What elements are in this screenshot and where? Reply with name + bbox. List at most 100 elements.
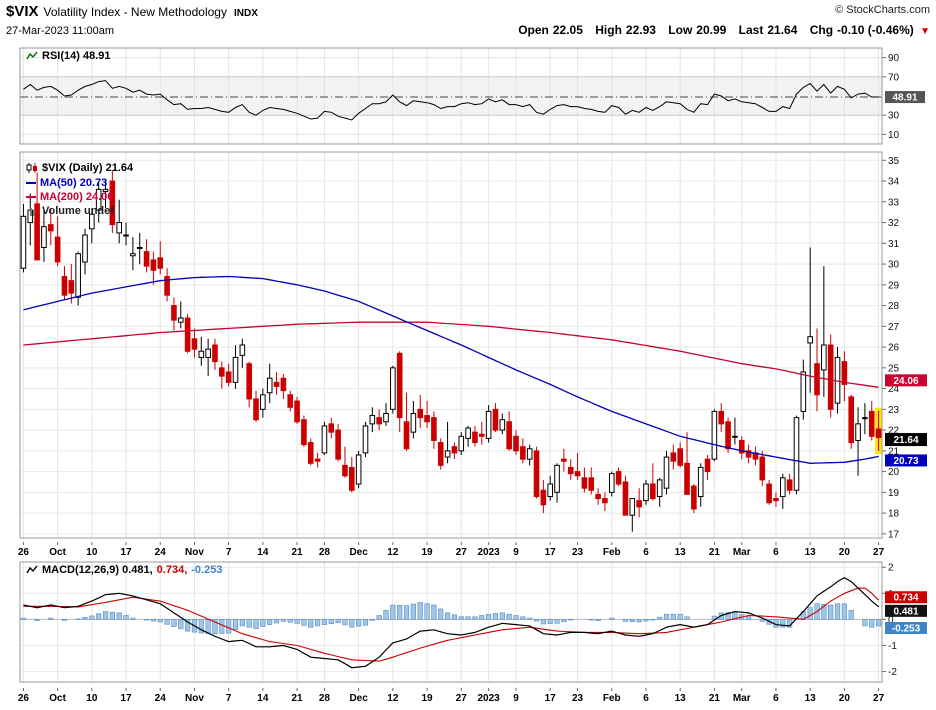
- svg-text:26: 26: [18, 547, 30, 558]
- x-axis-labels-price: 26 Oct 10 17 24 Nov 7 14 21 28 Dec 12 19 27 2023 9 17 23 F…: [18, 542, 885, 558]
- svg-text:26: 26: [18, 693, 30, 704]
- price-legend: $VIX (Daily) 21.64: [26, 162, 133, 174]
- svg-text:2023: 2023: [478, 547, 501, 558]
- price-panel: 35 34 33 32 31 30 29 28 27 26 25 24 23 22 21 20 19 18 17 24…: [19, 151, 927, 540]
- svg-text:23: 23: [572, 547, 584, 558]
- svg-text:-2: -2: [888, 667, 897, 678]
- svg-text:Nov: Nov: [185, 547, 204, 558]
- ma50-label: MA(50) 20.73: [40, 177, 108, 189]
- svg-text:19: 19: [421, 693, 433, 704]
- svg-text:9: 9: [513, 547, 519, 558]
- svg-text:31: 31: [888, 239, 900, 250]
- svg-text:24: 24: [888, 384, 900, 395]
- ma50-line: [23, 275, 879, 464]
- svg-text:28: 28: [319, 547, 331, 558]
- rsi-indicator-icon: [26, 51, 38, 60]
- open-label: Open: [518, 23, 549, 37]
- svg-text:7: 7: [226, 693, 232, 704]
- svg-text:24: 24: [155, 547, 167, 558]
- svg-text:27: 27: [888, 322, 900, 333]
- macd-indicator-icon: [26, 565, 38, 574]
- x-axis-labels-macd: 26 Oct 10 17 24 Nov 7 14 21 28 Dec 12 19 27 2023 9 17 23 F…: [18, 688, 885, 704]
- subheader: 27-Mar-2023 11:00am Open 22.05 High 22.93 …: [6, 23, 930, 39]
- svg-text:Oct: Oct: [49, 693, 66, 704]
- svg-text:30: 30: [888, 260, 900, 271]
- svg-text:35: 35: [888, 156, 900, 167]
- svg-text:17: 17: [120, 693, 132, 704]
- svg-text:-1: -1: [888, 641, 897, 652]
- svg-text:6: 6: [773, 693, 779, 704]
- svg-text:24: 24: [155, 693, 167, 704]
- rsi-panel: 90 70 30 10 48.91: [19, 47, 925, 145]
- svg-text:34: 34: [888, 177, 900, 188]
- svg-text:12: 12: [387, 547, 399, 558]
- svg-text:21: 21: [709, 693, 721, 704]
- macd-line: [23, 577, 879, 669]
- svg-text:Dec: Dec: [349, 547, 368, 558]
- rsi-line: [23, 80, 879, 121]
- ma200-legend: MA(200) 24.06: [26, 191, 113, 203]
- svg-text:17: 17: [120, 547, 132, 558]
- svg-text:20: 20: [839, 693, 851, 704]
- svg-text:70: 70: [888, 72, 900, 83]
- axis-badge: [885, 374, 927, 387]
- datetime: 27-Mar-2023 11:00am: [6, 25, 115, 37]
- axis-badge: [885, 604, 927, 617]
- svg-text:14: 14: [257, 693, 269, 704]
- svg-text:-0.253: -0.253: [892, 623, 921, 634]
- svg-text:30: 30: [888, 111, 900, 122]
- svg-text:10: 10: [888, 130, 900, 141]
- open-value: 22.05: [552, 23, 583, 37]
- last-value: 21.64: [767, 23, 798, 37]
- low-value: 20.99: [696, 23, 727, 37]
- svg-text:13: 13: [805, 547, 817, 558]
- rsi-label: RSI(14) 48.91: [42, 50, 111, 62]
- svg-text:33: 33: [888, 197, 900, 208]
- volume-legend: Volume undef: [26, 205, 114, 217]
- svg-text:23: 23: [888, 405, 900, 416]
- svg-text:48.91: 48.91: [892, 93, 917, 104]
- ma200-line: [23, 321, 879, 388]
- svg-text:28: 28: [319, 693, 331, 704]
- svg-text:90: 90: [888, 53, 900, 64]
- svg-text:32: 32: [888, 218, 900, 229]
- symbol: $VIX: [6, 3, 39, 20]
- svg-text:6: 6: [773, 547, 779, 558]
- rsi-legend: RSI(14) 48.91: [26, 50, 110, 62]
- axis-badge: [885, 621, 927, 634]
- svg-text:19: 19: [888, 488, 900, 499]
- svg-text:17: 17: [545, 547, 557, 558]
- svg-text:Feb: Feb: [603, 547, 621, 558]
- svg-text:Oct: Oct: [49, 547, 66, 558]
- svg-text:28: 28: [888, 301, 900, 312]
- ma50-legend: MA(50) 20.73: [26, 177, 107, 189]
- svg-text:2: 2: [888, 563, 894, 574]
- svg-text:22: 22: [888, 426, 900, 437]
- svg-text:21: 21: [709, 547, 721, 558]
- svg-text:Mar: Mar: [733, 547, 751, 558]
- low-label: Low: [668, 23, 693, 37]
- volume-label: Volume undef: [42, 205, 114, 217]
- svg-text:17: 17: [888, 529, 900, 540]
- macd-legend: MACD(12,26,9) 0.481, 0.734, -0.253: [26, 564, 222, 576]
- svg-text:21: 21: [888, 446, 900, 457]
- svg-text:6: 6: [643, 693, 649, 704]
- copyright: © StockCharts.com: [835, 4, 930, 16]
- svg-text:19: 19: [421, 547, 433, 558]
- svg-text:7: 7: [226, 547, 232, 558]
- svg-text:10: 10: [86, 547, 98, 558]
- svg-text:0.481: 0.481: [893, 606, 918, 617]
- high-label: High: [595, 23, 622, 37]
- svg-text:21: 21: [292, 693, 304, 704]
- ma200-line-sample: [26, 196, 36, 198]
- ma200-label: MA(200) 24.06: [40, 191, 114, 203]
- svg-text:13: 13: [675, 693, 687, 704]
- svg-text:29: 29: [888, 280, 900, 291]
- high-value: 22.93: [625, 23, 656, 37]
- candlestick-icon: [26, 163, 37, 173]
- header: $VIX Volatility Index - New Methodology IN…: [6, 3, 930, 21]
- change-down-arrow-icon[interactable]: ▼: [920, 26, 930, 37]
- svg-text:21.64: 21.64: [893, 435, 918, 446]
- svg-text:25: 25: [888, 363, 900, 374]
- svg-text:27: 27: [873, 547, 885, 558]
